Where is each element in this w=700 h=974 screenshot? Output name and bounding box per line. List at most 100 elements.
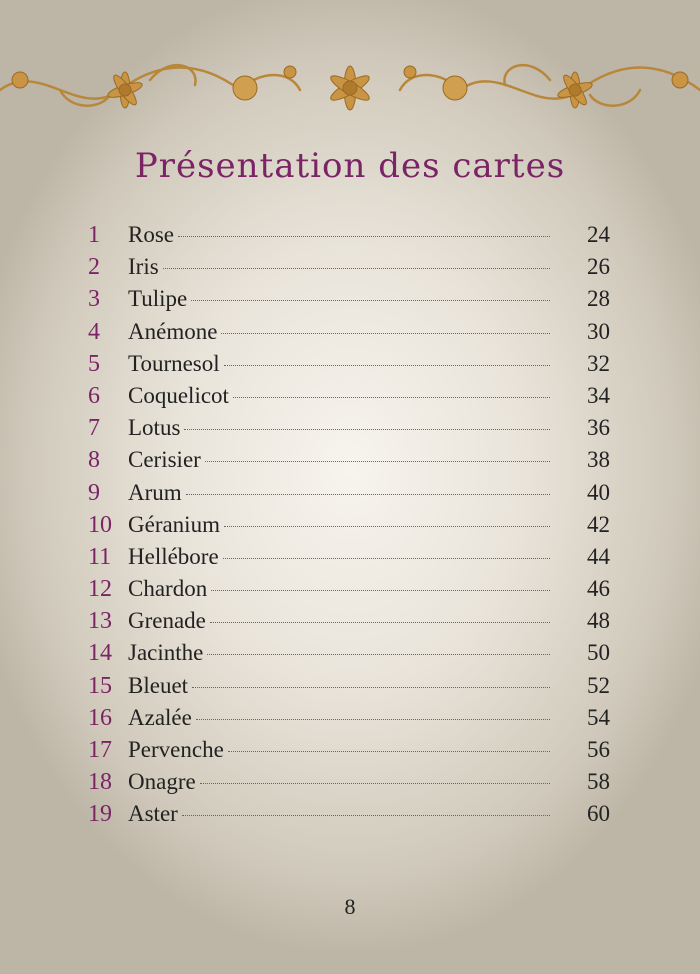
entry-number: 19 — [88, 801, 112, 828]
table-of-contents: 1 Rose 24 2 Iris 26 3 Tulipe 28 4 Anémone 30 5 Tourne… — [88, 222, 610, 834]
entry-page: 52 — [587, 672, 610, 698]
dot-leader — [195, 718, 550, 720]
entry-page: 30 — [587, 318, 610, 344]
entry-page: 26 — [587, 254, 610, 280]
entry-number: 14 — [88, 640, 112, 667]
dot-leader — [199, 783, 550, 785]
entry-name: Hellébore — [128, 543, 219, 569]
entry-number: 18 — [88, 769, 112, 796]
entry-page: 32 — [587, 350, 610, 376]
entry-number: 2 — [88, 254, 100, 281]
entry-page: 44 — [587, 543, 610, 569]
dot-leader — [181, 815, 550, 817]
toc-entry: 2 Iris 26 — [88, 254, 610, 286]
toc-entry: 12 Chardon 46 — [88, 576, 610, 608]
title: Présentation des cartes — [134, 146, 566, 186]
toc-entry: 7 Lotus 36 — [88, 415, 610, 447]
entry-page: 58 — [587, 769, 610, 795]
entry-page: 56 — [587, 737, 610, 762]
entry-number: 10 — [88, 511, 112, 538]
entry-page: 48 — [587, 608, 610, 634]
dot-leader — [191, 300, 550, 302]
entry-page: 54 — [587, 704, 610, 730]
entry-name: Arum — [128, 479, 182, 505]
dot-leader — [223, 364, 550, 366]
entry-name: Jacinthe — [128, 640, 204, 666]
entry-name: Azalée — [128, 704, 192, 730]
toc-entry: 17 Pervenche 56 — [88, 737, 610, 769]
dot-leader — [184, 429, 550, 431]
entry-page: 46 — [587, 576, 610, 602]
entry-name: Bleuet — [128, 672, 189, 698]
dot-leader — [222, 557, 550, 559]
entry-number: 5 — [88, 350, 100, 377]
entry-name: Anémone — [128, 318, 218, 344]
dot-leader — [162, 268, 550, 270]
dot-leader — [227, 751, 550, 752]
entry-name: Lotus — [128, 415, 181, 441]
entry-name: Onagre — [128, 769, 196, 795]
dot-leader — [207, 654, 550, 656]
toc-entry: 1 Rose 24 — [88, 222, 610, 254]
entry-number: 17 — [88, 737, 112, 763]
entry-number: 8 — [88, 447, 100, 474]
entry-page: 24 — [587, 222, 610, 247]
ornament — [0, 63, 700, 111]
entry-page: 28 — [587, 286, 610, 312]
toc-entry: 11 Hellébore 44 — [88, 544, 610, 576]
entry-number: 3 — [88, 286, 100, 313]
entry-number: 9 — [88, 479, 100, 506]
entry-page: 60 — [587, 801, 610, 827]
entry-name: Coquelicot — [128, 382, 229, 408]
entry-number: 16 — [88, 704, 112, 731]
entry-name: Chardon — [128, 576, 208, 602]
entry-name: Pervenche — [128, 737, 224, 762]
toc-entry: 18 Onagre 58 — [88, 769, 610, 801]
entry-page: 36 — [587, 415, 610, 441]
entry-number: 11 — [88, 543, 112, 570]
entry-number: 13 — [88, 608, 112, 635]
toc-entry: 6 Coquelicot 34 — [88, 383, 610, 415]
toc-entry: 4 Anémone 30 — [88, 319, 610, 351]
toc-entry: 5 Tournesol 32 — [88, 351, 610, 383]
entry-page: 42 — [587, 511, 610, 537]
entry-number: 6 — [88, 382, 100, 409]
toc-entry: 16 Azalée 54 — [88, 705, 610, 737]
toc-entry: 9 Arum 40 — [88, 480, 610, 512]
dot-leader — [221, 332, 550, 334]
toc-entry: 8 Cerisier 38 — [88, 447, 610, 479]
toc-entry: 13 Grenade 48 — [88, 608, 610, 640]
entry-name: Cerisier — [128, 447, 201, 473]
dot-leader — [185, 493, 550, 495]
toc-entry: 3 Tulipe 28 — [88, 286, 610, 318]
entry-page: 34 — [587, 382, 610, 408]
entry-number: 15 — [88, 672, 112, 699]
entry-name: Aster — [128, 801, 178, 827]
toc-entry: 14 Jacinthe 50 — [88, 640, 610, 672]
page-number: 8 — [344, 894, 356, 919]
entry-name: Tulipe — [128, 286, 188, 312]
entry-name: Tournesol — [128, 350, 220, 376]
dot-leader — [211, 590, 550, 592]
entry-number: 4 — [88, 318, 100, 345]
toc-entry: 10 Géranium 42 — [88, 512, 610, 544]
entry-page: 38 — [587, 447, 610, 473]
entry-page: 50 — [587, 640, 610, 666]
entry-number: 1 — [88, 222, 100, 248]
dot-leader — [232, 396, 550, 398]
dot-leader — [178, 236, 550, 237]
entry-number: 12 — [88, 576, 112, 603]
dot-leader — [223, 525, 550, 527]
entry-name: Iris — [128, 254, 159, 280]
entry-name: Rose — [128, 222, 174, 247]
entry-name: Géranium — [128, 511, 220, 537]
entry-name: Grenade — [128, 608, 206, 634]
toc-entry: 19 Aster 60 — [88, 801, 610, 833]
dot-leader — [192, 686, 550, 688]
entry-page: 40 — [587, 479, 610, 505]
entry-number: 7 — [88, 415, 100, 442]
toc-entry: 15 Bleuet 52 — [88, 673, 610, 705]
dot-leader — [204, 461, 550, 463]
dot-leader — [209, 622, 550, 624]
